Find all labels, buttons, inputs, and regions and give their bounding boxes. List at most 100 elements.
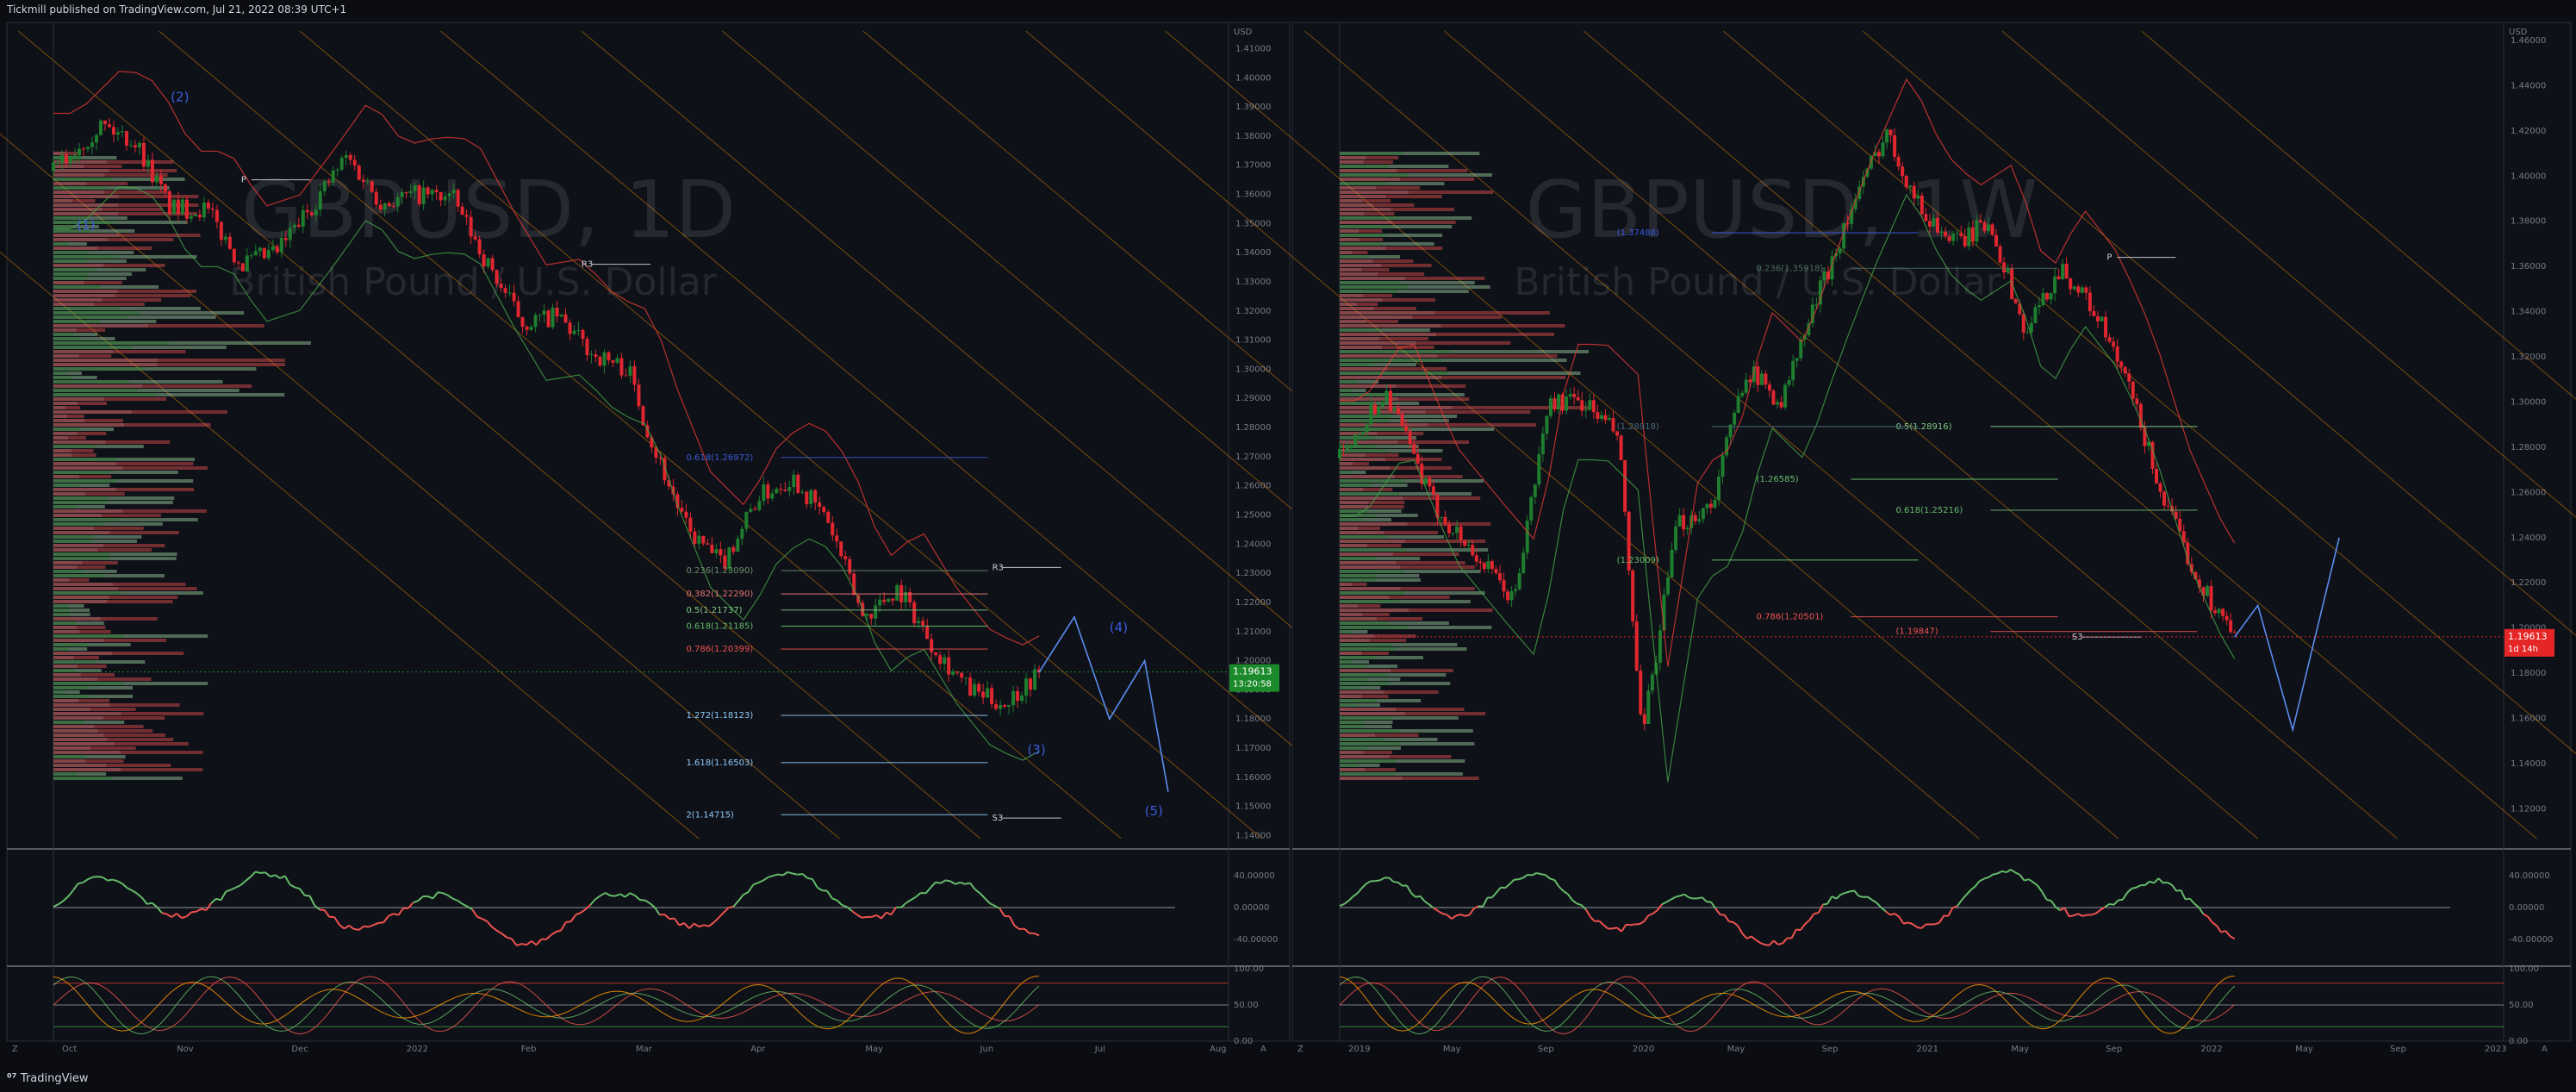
- candle-body: [1565, 396, 1569, 411]
- candle-body: [1596, 412, 1600, 419]
- candle-body: [1955, 233, 1959, 234]
- candle-body: [352, 159, 357, 166]
- rsi-segment: [112, 878, 118, 883]
- rsi-segment: [121, 883, 128, 889]
- rsi-segment: [526, 940, 532, 946]
- watermark-name: British Pound / U.S. Dollar: [1514, 260, 2001, 304]
- fib-level-label: (1.19847): [1895, 627, 1938, 637]
- candle-body: [2158, 483, 2162, 492]
- candle-body: [1428, 478, 1432, 487]
- x-tick-label: Sep: [1538, 1045, 1554, 1054]
- elliott-wave-label: (4): [1110, 620, 1128, 635]
- candle-body: [184, 199, 189, 219]
- candle-body: [1552, 398, 1557, 409]
- candle-body: [275, 246, 279, 253]
- rsi-segment: [2206, 915, 2213, 923]
- candle-body: [2229, 620, 2233, 633]
- y-tick-label: 1.14000: [2511, 759, 2546, 769]
- rsi-segment: [486, 920, 493, 928]
- rsi-segment: [2144, 880, 2150, 886]
- rsi-segment: [2212, 921, 2218, 927]
- candle-body: [800, 491, 805, 493]
- candle-body: [1978, 220, 1982, 223]
- candle-body: [262, 247, 266, 259]
- stoch-line: [53, 976, 1040, 1035]
- candle-body: [1904, 176, 1908, 188]
- candle-body: [943, 657, 947, 665]
- channel-line: [0, 251, 700, 839]
- rsi-segment: [663, 914, 670, 920]
- rsi-segment: [2171, 884, 2178, 892]
- candle-body: [1885, 129, 1889, 143]
- rsi-segment: [1683, 893, 1689, 899]
- candle-body: [1767, 384, 1771, 391]
- candle-body: [1392, 408, 1397, 412]
- rsi-segment: [333, 916, 340, 926]
- auto-scale-button: A: [2542, 1045, 2548, 1054]
- rsi-segment: [2001, 870, 2007, 874]
- candle-body: [85, 147, 90, 149]
- candle-body: [314, 209, 318, 215]
- y-tick-label: 1.24000: [1235, 540, 1271, 549]
- stoch-line: [1339, 976, 2235, 1034]
- rsi-segment: [535, 939, 543, 945]
- y-tick-label: 1.44000: [2511, 81, 2546, 90]
- candle-body: [1011, 690, 1016, 706]
- candle-body: [64, 154, 68, 164]
- candle-body: [120, 131, 124, 133]
- candle-body: [581, 329, 585, 340]
- rsi-segment: [1880, 907, 1887, 913]
- candle-body: [1670, 549, 1674, 577]
- candle-body: [133, 145, 137, 148]
- x-tick-label: Feb: [521, 1045, 537, 1054]
- candle-body: [1623, 459, 1627, 512]
- candle-body: [2056, 276, 2061, 279]
- candle-body: [417, 184, 421, 204]
- candle-body: [443, 196, 447, 201]
- rsi-segment: [2112, 899, 2119, 906]
- rsi-segment: [2193, 902, 2200, 908]
- rsi-segment: [862, 916, 867, 919]
- candle-body: [671, 486, 675, 495]
- rsi-segment: [107, 878, 113, 882]
- rsi-segment: [969, 882, 976, 890]
- candle-body: [1720, 455, 1725, 477]
- rsi-segment: [1473, 905, 1479, 910]
- candle-body: [1529, 496, 1534, 521]
- rsi-segment: [703, 924, 710, 927]
- candle-body: [344, 154, 348, 159]
- candle-body: [1783, 384, 1788, 408]
- candle-body: [249, 255, 253, 257]
- rsi-segment: [1894, 913, 1900, 918]
- rsi-segment: [841, 904, 848, 908]
- candles: [1338, 128, 2237, 731]
- rsi-segment: [580, 908, 587, 914]
- candle-body: [1639, 671, 1643, 714]
- candle-body: [968, 677, 973, 696]
- rsi-segment: [131, 889, 138, 895]
- resistance-line: [1340, 78, 2236, 667]
- rsi-segment: [270, 874, 276, 877]
- candle-body: [507, 292, 512, 294]
- candle-body: [365, 181, 370, 183]
- candle-body: [2201, 587, 2206, 596]
- rsi-segment: [289, 883, 296, 889]
- fib-level-label: 0.5(1.28916): [1895, 422, 1951, 432]
- y-tick-label: 1.35000: [1235, 219, 1271, 228]
- rsi-segment: [1741, 933, 1748, 939]
- candle-body: [1873, 152, 1877, 157]
- candle-body: [1791, 360, 1795, 381]
- rsi-segment: [2220, 930, 2226, 933]
- y-tick-label: 1.29000: [1235, 394, 1271, 403]
- y-tick-label: 1.18000: [1235, 714, 1271, 724]
- candle-body: [1677, 515, 1682, 527]
- y-tick-label: 1.21000: [1235, 627, 1271, 637]
- rsi-segment: [491, 926, 498, 932]
- rsi-segment: [712, 916, 719, 923]
- x-tick-label: Aug: [1210, 1045, 1227, 1054]
- fib-level-label: 1.618(1.16503): [686, 758, 753, 768]
- rsi-segment: [817, 886, 823, 892]
- candle-body: [1463, 540, 1467, 546]
- candle-body: [1924, 214, 1928, 222]
